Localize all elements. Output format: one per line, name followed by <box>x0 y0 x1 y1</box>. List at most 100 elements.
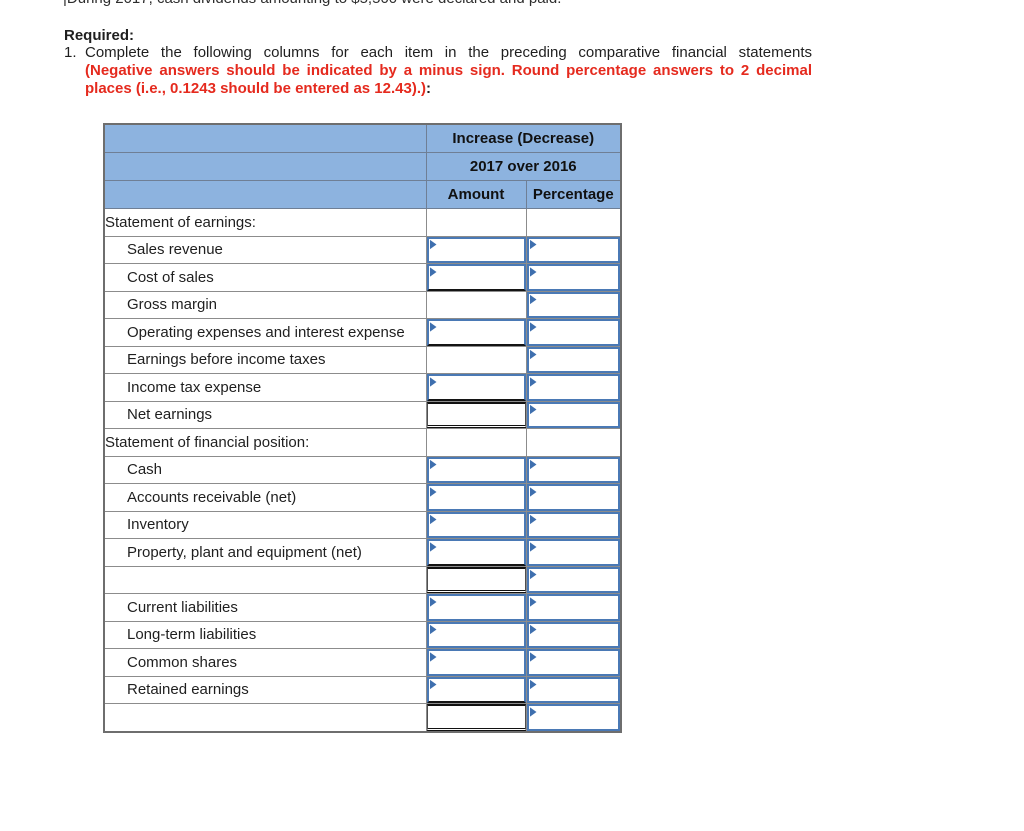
percentage-input[interactable] <box>527 621 621 648</box>
cell-marker-icon <box>529 679 537 690</box>
header-amount: Amount <box>425 180 527 209</box>
amount-input[interactable] <box>427 319 525 346</box>
cell-marker-icon <box>429 322 437 332</box>
percentage-cell <box>525 373 622 402</box>
percentage-input[interactable] <box>527 649 621 676</box>
amount-total-cell <box>427 704 525 731</box>
amount-input[interactable] <box>427 456 525 483</box>
amount-input[interactable] <box>427 484 525 511</box>
percentage-input[interactable] <box>527 511 621 538</box>
amount-input[interactable] <box>427 374 525 401</box>
amount-input[interactable] <box>427 264 525 291</box>
percentage-cell <box>525 345 622 374</box>
percentage-input[interactable] <box>527 566 621 593</box>
percentage-cell <box>525 455 622 484</box>
cell-marker-icon <box>429 652 437 662</box>
cell-marker-icon <box>529 514 537 525</box>
header-row-columns: Amount Percentage <box>103 180 622 209</box>
percentage-input[interactable] <box>527 594 621 621</box>
percentage-input[interactable] <box>527 264 621 291</box>
table-row: Sales revenue <box>103 235 622 264</box>
table-row: Operating expenses and interest expense <box>103 318 622 347</box>
cell-marker-icon <box>429 487 437 497</box>
percentage-input[interactable] <box>527 319 621 346</box>
amount-input[interactable] <box>427 676 525 703</box>
percentage-input[interactable] <box>527 401 621 428</box>
percentage-cell <box>525 620 622 649</box>
amount-cell <box>425 593 527 622</box>
amount-input[interactable] <box>427 539 525 566</box>
cell-marker-icon <box>529 542 537 552</box>
table-row: Inventory <box>103 510 622 539</box>
percentage-input[interactable] <box>527 539 621 566</box>
cell-marker-icon <box>429 542 437 552</box>
row-label <box>103 703 427 732</box>
percentage-input[interactable] <box>527 704 621 731</box>
table-row: Cost of sales <box>103 263 622 292</box>
percentage-input[interactable] <box>527 236 621 263</box>
row-label: Property, plant and equipment (net) <box>103 538 427 567</box>
amount-input[interactable] <box>427 511 525 538</box>
amount-total-cell <box>427 566 525 593</box>
percentage-cell <box>525 235 622 264</box>
percentage-cell <box>525 483 622 512</box>
amount-input[interactable] <box>427 649 525 676</box>
note-line-1: (Negative answers should be indicated by… <box>85 62 812 79</box>
cell-marker-icon <box>529 652 537 662</box>
table-row: Gross margin <box>103 290 622 319</box>
percentage-input[interactable] <box>527 484 621 511</box>
row-label: Inventory <box>103 510 427 539</box>
header-row-group: Increase (Decrease) <box>103 123 622 153</box>
row-label: Operating expenses and interest expense <box>103 318 427 347</box>
percentage-cell <box>525 648 622 677</box>
percentage-input[interactable] <box>527 456 621 483</box>
table-row: Accounts receivable (net) <box>103 483 622 512</box>
cell-marker-icon <box>529 624 537 635</box>
cell-marker-icon <box>529 239 537 250</box>
row-label: Cost of sales <box>103 263 427 292</box>
row-label: Retained earnings <box>103 675 427 704</box>
amount-computed-cell <box>425 345 527 374</box>
required-label: Required: <box>64 27 135 44</box>
item-number: 1. <box>64 44 77 61</box>
amount-cell <box>425 483 527 512</box>
instruction-text: Complete the following columns for each … <box>85 44 812 98</box>
amount-cell <box>425 510 527 539</box>
amount-cell <box>425 235 527 264</box>
section-label: Statement of earnings: <box>103 208 427 237</box>
cell-marker-icon <box>529 459 537 470</box>
percentage-input[interactable] <box>527 346 621 373</box>
table-row: Property, plant and equipment (net) <box>103 538 622 567</box>
row-label: Gross margin <box>103 290 427 319</box>
percentage-input[interactable] <box>527 291 621 318</box>
note-colon: : <box>426 80 431 97</box>
percentage-input[interactable] <box>527 374 621 401</box>
clipped-text: |During 2017, cash dividends amounting t… <box>63 0 823 7</box>
percentage-input[interactable] <box>527 676 621 703</box>
cell-marker-icon <box>429 377 437 387</box>
percentage-cell <box>525 510 622 539</box>
table-row: Net earnings <box>103 400 622 429</box>
row-label: Earnings before income taxes <box>103 345 427 374</box>
table-row <box>103 565 622 594</box>
amount-cell <box>425 400 527 429</box>
header-row-period: 2017 over 2016 <box>103 152 622 181</box>
amount-cell <box>425 455 527 484</box>
row-label: Income tax expense <box>103 373 427 402</box>
amount-cell <box>425 703 527 732</box>
cell-marker-icon <box>529 707 537 717</box>
percentage-cell <box>525 208 622 237</box>
cell-marker-icon <box>529 487 537 497</box>
row-label <box>103 565 427 594</box>
amount-input[interactable] <box>427 236 525 263</box>
table-row: Common shares <box>103 648 622 677</box>
amount-input[interactable] <box>427 621 525 648</box>
amount-cell <box>425 648 527 677</box>
table-row: Statement of earnings: <box>103 208 622 237</box>
clipped-text-line: |During 2017, cash dividends amounting t… <box>63 0 823 8</box>
percentage-cell <box>525 400 622 429</box>
amount-cell <box>425 318 527 347</box>
amount-input[interactable] <box>427 594 525 621</box>
cell-marker-icon <box>429 239 437 250</box>
